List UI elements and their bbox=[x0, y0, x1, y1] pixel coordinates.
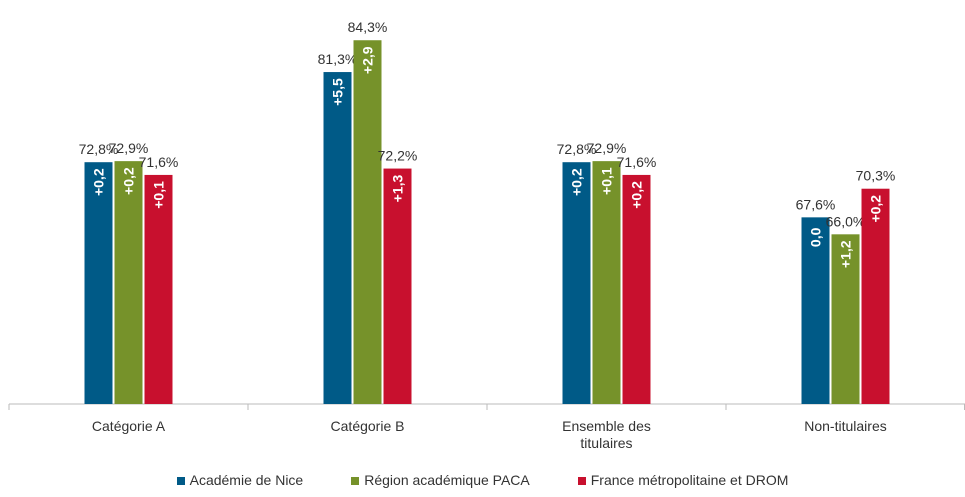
value-label: 72,9% bbox=[587, 140, 627, 156]
legend-item: France métropolitaine et DROM bbox=[577, 472, 789, 488]
legend-swatch bbox=[176, 477, 185, 485]
bar-annotation: +0,2 bbox=[569, 168, 585, 196]
bar-annotation: +0,1 bbox=[599, 167, 615, 195]
bar-annotation: +1,2 bbox=[838, 240, 854, 268]
x-tick-label: Catégorie B bbox=[330, 418, 405, 434]
bar bbox=[144, 174, 173, 404]
legend-label: Académie de Nice bbox=[189, 472, 304, 488]
value-label: 84,3% bbox=[348, 19, 388, 35]
bar-annotation: +1,3 bbox=[390, 175, 406, 203]
value-label: 72,8% bbox=[557, 141, 597, 157]
x-tick-label: Non-titulaires bbox=[804, 418, 887, 434]
bar-annotation: +0,2 bbox=[91, 168, 107, 196]
legend: Académie de Nice Région académique PACA Fr… bbox=[0, 472, 965, 488]
plot: 72,8%+0,272,9%+0,271,6%+0,181,3%+5,584,3… bbox=[8, 19, 965, 410]
bar-annotation: 0,0 bbox=[808, 227, 824, 247]
bar bbox=[592, 161, 621, 404]
value-label: 71,6% bbox=[617, 154, 657, 170]
bar bbox=[353, 40, 382, 405]
value-label: 71,6% bbox=[139, 154, 179, 170]
bar bbox=[114, 161, 143, 404]
bar bbox=[831, 234, 860, 404]
bar-annotation: +5,5 bbox=[330, 78, 346, 106]
value-label: 72,9% bbox=[109, 140, 149, 156]
bar bbox=[323, 72, 352, 404]
bar bbox=[562, 162, 591, 404]
value-label: 81,3% bbox=[318, 51, 358, 67]
bar-annotation: +2,9 bbox=[360, 46, 376, 74]
bar bbox=[622, 174, 651, 404]
bar-annotation: +0,2 bbox=[868, 195, 884, 223]
legend-swatch bbox=[577, 477, 586, 485]
value-label: 66,0% bbox=[826, 213, 866, 229]
legend-item: Académie de Nice bbox=[176, 472, 304, 488]
value-label: 70,3% bbox=[856, 168, 896, 184]
bar-annotation: +0,2 bbox=[121, 167, 137, 195]
legend-label: Région académique PACA bbox=[364, 472, 530, 488]
x-tick-label: Ensemble des titulaires bbox=[562, 418, 651, 451]
bar bbox=[383, 168, 412, 404]
value-label: 72,8% bbox=[79, 141, 119, 157]
x-tick-label: Catégorie A bbox=[91, 418, 166, 434]
bar bbox=[861, 188, 890, 404]
value-label: 67,6% bbox=[796, 196, 836, 212]
bar-annotation: +0,2 bbox=[629, 181, 645, 209]
legend-swatch bbox=[351, 477, 360, 485]
legend-item: Région académique PACA bbox=[351, 472, 530, 488]
value-label: 72,2% bbox=[378, 148, 418, 164]
bar bbox=[84, 162, 113, 404]
legend-label: France métropolitaine et DROM bbox=[590, 472, 789, 488]
bar bbox=[801, 217, 830, 404]
bar-annotation: +0,1 bbox=[151, 181, 167, 209]
